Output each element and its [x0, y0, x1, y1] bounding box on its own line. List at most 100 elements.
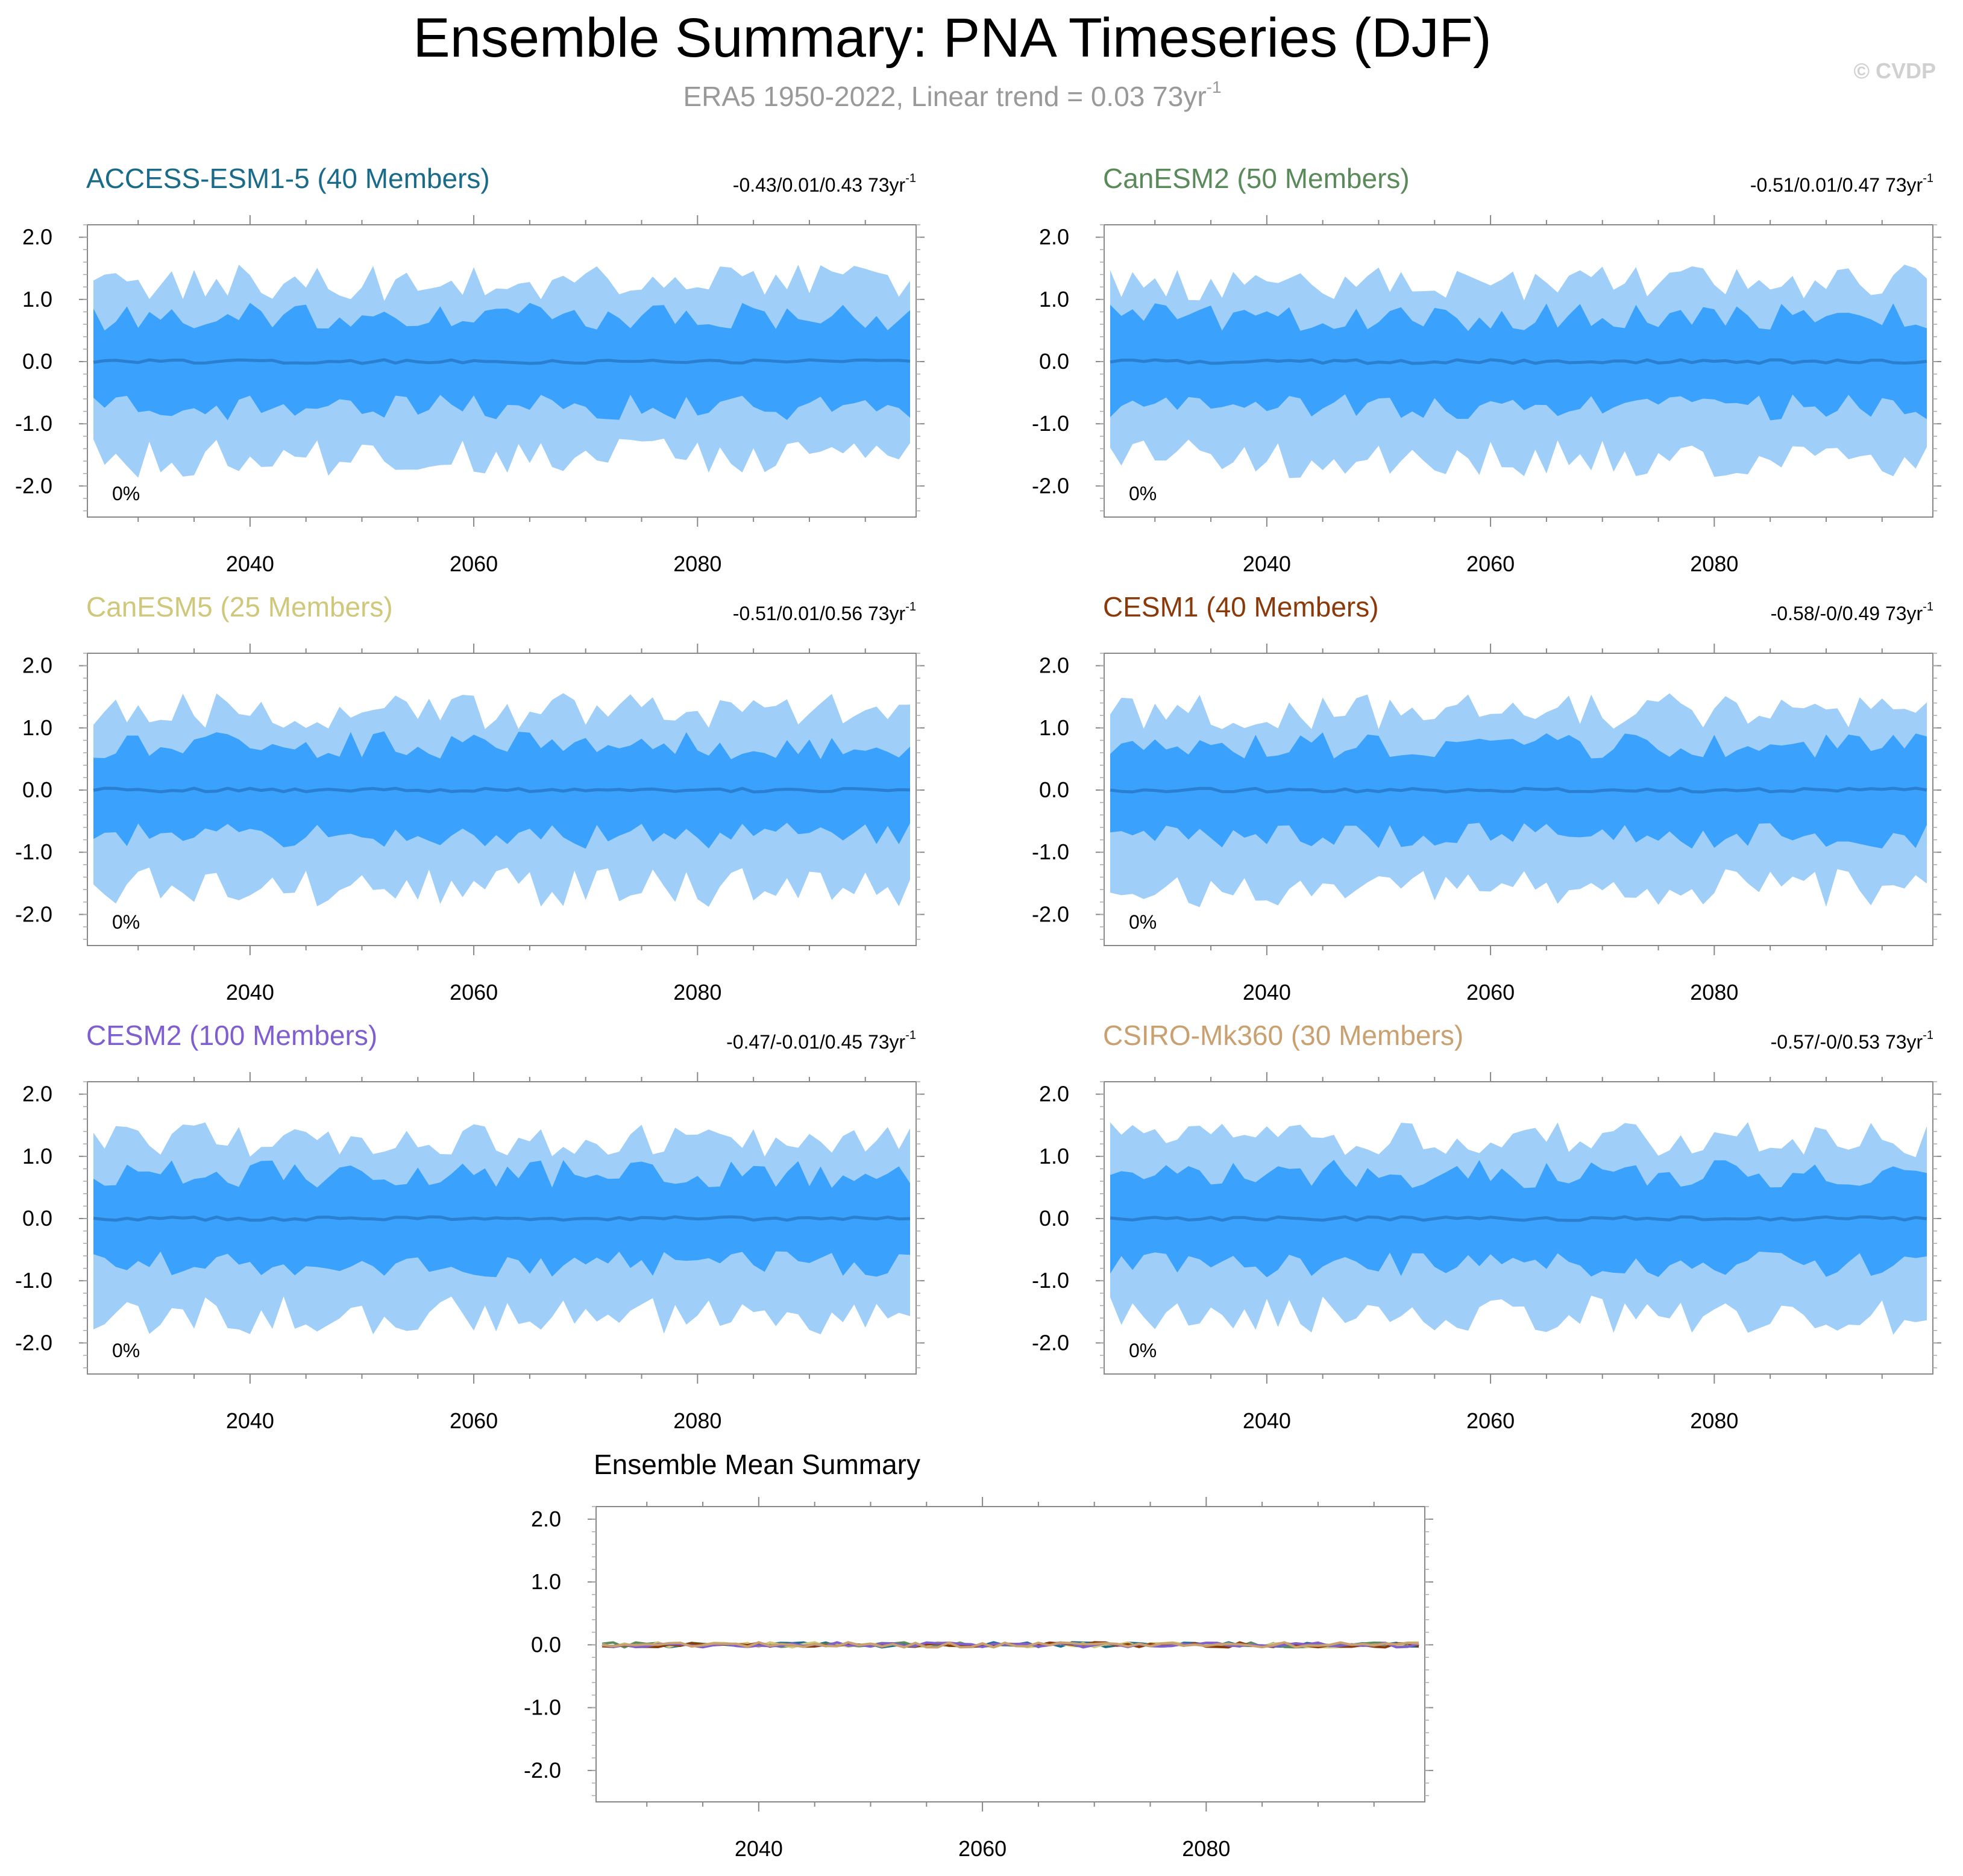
percent-label: 0% — [112, 911, 140, 933]
mean-plot: 2.0 1.0 0.0 -1.0 -2.0 2040 2060 2080 — [524, 1497, 1433, 1861]
y-tick-label: 2.0 — [1039, 653, 1069, 678]
panel-title: ACCESS-ESM1-5 (40 Members) — [86, 163, 490, 194]
y-tick-label: -2.0 — [1032, 1330, 1069, 1355]
figure-title: Ensemble Summary: PNA Timeseries (DJF) — [413, 7, 1491, 69]
percent-label: 0% — [1129, 483, 1157, 504]
y-tick-label: 0.0 — [1039, 777, 1069, 802]
y-tick-label: 2.0 — [22, 1082, 52, 1106]
y-tick-label: -2.0 — [524, 1758, 561, 1783]
x-tick-label: 2080 — [1690, 551, 1738, 576]
x-tick-label: 2040 — [226, 551, 274, 576]
y-tick-label: 2.0 — [1039, 225, 1069, 249]
ensemble-mean-line — [93, 358, 911, 365]
panel-trend: -0.47/-0.01/0.45 73yr-1 — [726, 1029, 916, 1053]
percent-label: 0% — [112, 1340, 140, 1361]
y-tick-label: -1.0 — [1032, 1268, 1069, 1293]
x-tick-label: 2080 — [1690, 1408, 1738, 1433]
plot-frame — [1104, 1081, 1933, 1375]
y-tick-label: 2.0 — [22, 225, 52, 249]
x-tick-label: 2040 — [226, 980, 274, 1005]
panel-access-esm1-5: ACCESS-ESM1-5 (40 Members) -0.43/0.01/0.… — [15, 163, 925, 576]
y-tick-label: 1.0 — [22, 287, 52, 312]
watermark: © CVDP — [1853, 58, 1936, 83]
y-tick-label: 0.0 — [22, 777, 52, 802]
percent-label: 0% — [112, 483, 140, 504]
y-tick-label: -1.0 — [1032, 839, 1069, 864]
x-tick-label: 2080 — [673, 980, 721, 1005]
x-tick-label: 2080 — [673, 1408, 721, 1433]
y-tick-label: -1.0 — [15, 1268, 52, 1293]
y-tick-label: 1.0 — [1039, 1144, 1069, 1169]
x-tick-label: 2060 — [958, 1836, 1007, 1861]
ensemble-mean-line — [1110, 358, 1927, 365]
model-mean-line — [601, 1641, 1419, 1649]
y-tick-label: 0.0 — [1039, 1206, 1069, 1231]
y-tick-label: 1.0 — [22, 1144, 52, 1169]
x-tick-label: 2080 — [1182, 1836, 1230, 1861]
x-tick-label: 2060 — [450, 1408, 498, 1433]
panel-trend: -0.51/0.01/0.47 73yr-1 — [1750, 172, 1933, 196]
y-tick-label: -2.0 — [15, 473, 52, 498]
panel-cesm1: CESM1 (40 Members) -0.58/-0/0.49 73yr-1 … — [1032, 591, 1941, 1005]
ensemble-mean-line — [93, 1215, 911, 1222]
panel-canesm2: CanESM2 (50 Members) -0.51/0.01/0.47 73y… — [1032, 163, 1941, 576]
percent-label: 0% — [1129, 1340, 1157, 1361]
x-tick-label: 2040 — [735, 1836, 783, 1861]
panel-plot: 2.0 1.0 0.0 -1.0 -2.0 2040 2060 2080 — [15, 644, 925, 1005]
panel-trend: -0.43/0.01/0.43 73yr-1 — [733, 172, 916, 196]
panel-canesm5: CanESM5 (25 Members) -0.51/0.01/0.56 73y… — [15, 591, 925, 1005]
y-tick-label: -1.0 — [1032, 411, 1069, 436]
x-tick-label: 2040 — [226, 1408, 274, 1433]
x-tick-label: 2040 — [1243, 980, 1291, 1005]
panel-plot: 2.0 1.0 0.0 -1.0 -2.0 2040 2060 2080 — [1032, 644, 1941, 1005]
panel-title: CanESM5 (25 Members) — [86, 591, 393, 623]
panel-trend: -0.58/-0/0.49 73yr-1 — [1771, 600, 1933, 624]
panel-ensemble-mean: Ensemble Mean Summary 2.01.00.0-1.0-2.02… — [524, 1449, 1433, 1861]
y-tick-label: 0.0 — [531, 1632, 561, 1657]
plot-frame — [87, 653, 917, 946]
y-tick-label: 2.0 — [531, 1507, 561, 1531]
panel-cesm2: CESM2 (100 Members) -0.47/-0.01/0.45 73y… — [15, 1020, 925, 1433]
panel-csiro-mk360: CSIRO-Mk360 (30 Members) -0.57/-0/0.53 7… — [1032, 1020, 1941, 1433]
y-tick-label: 2.0 — [22, 653, 52, 678]
ensemble-mean-line — [93, 786, 911, 794]
y-tick-label: -1.0 — [524, 1695, 561, 1720]
y-tick-label: 0.0 — [22, 349, 52, 374]
x-tick-label: 2040 — [1243, 1408, 1291, 1433]
y-tick-label: 1.0 — [1039, 287, 1069, 312]
panel-title: CanESM2 (50 Members) — [1103, 163, 1410, 194]
y-tick-label: -2.0 — [1032, 473, 1069, 498]
x-tick-label: 2060 — [450, 551, 498, 576]
x-tick-label: 2080 — [673, 551, 721, 576]
y-tick-label: 1.0 — [531, 1569, 561, 1594]
panel-plot: 2.0 1.0 0.0 -1.0 -2.0 2040 2060 2080 — [15, 215, 925, 576]
y-tick-label: -1.0 — [15, 839, 52, 864]
panel-plot: 2.0 1.0 0.0 -1.0 -2.0 2040 2060 2080 — [1032, 215, 1941, 576]
y-tick-label: 1.0 — [1039, 715, 1069, 740]
plot-frame — [595, 1506, 1425, 1802]
panel-plot: 2.0 1.0 0.0 -1.0 -2.0 2040 2060 2080 — [1032, 1072, 1941, 1433]
x-tick-label: 2040 — [1243, 551, 1291, 576]
y-tick-label: 0.0 — [1039, 349, 1069, 374]
y-tick-label: -1.0 — [15, 411, 52, 436]
panel-trend: -0.51/0.01/0.56 73yr-1 — [733, 600, 916, 624]
y-tick-label: -2.0 — [15, 902, 52, 926]
panel-trend: -0.57/-0/0.53 73yr-1 — [1771, 1029, 1933, 1053]
y-tick-label: -2.0 — [15, 1330, 52, 1355]
panel-title: CESM2 (100 Members) — [86, 1020, 377, 1051]
plot-frame — [1104, 653, 1933, 946]
plot-frame — [1104, 224, 1933, 518]
x-tick-label: 2060 — [450, 980, 498, 1005]
y-tick-label: 2.0 — [1039, 1082, 1069, 1106]
x-tick-label: 2060 — [1466, 980, 1515, 1005]
y-tick-label: 0.0 — [22, 1206, 52, 1231]
ensemble-mean-line — [1110, 786, 1927, 794]
x-tick-label: 2080 — [1690, 980, 1738, 1005]
x-tick-label: 2060 — [1466, 1408, 1515, 1433]
y-tick-label: -2.0 — [1032, 902, 1069, 926]
plot-frame — [87, 1081, 917, 1375]
percent-label: 0% — [1129, 911, 1157, 933]
plot-frame — [87, 224, 917, 518]
panel-title: CESM1 (40 Members) — [1103, 591, 1379, 623]
